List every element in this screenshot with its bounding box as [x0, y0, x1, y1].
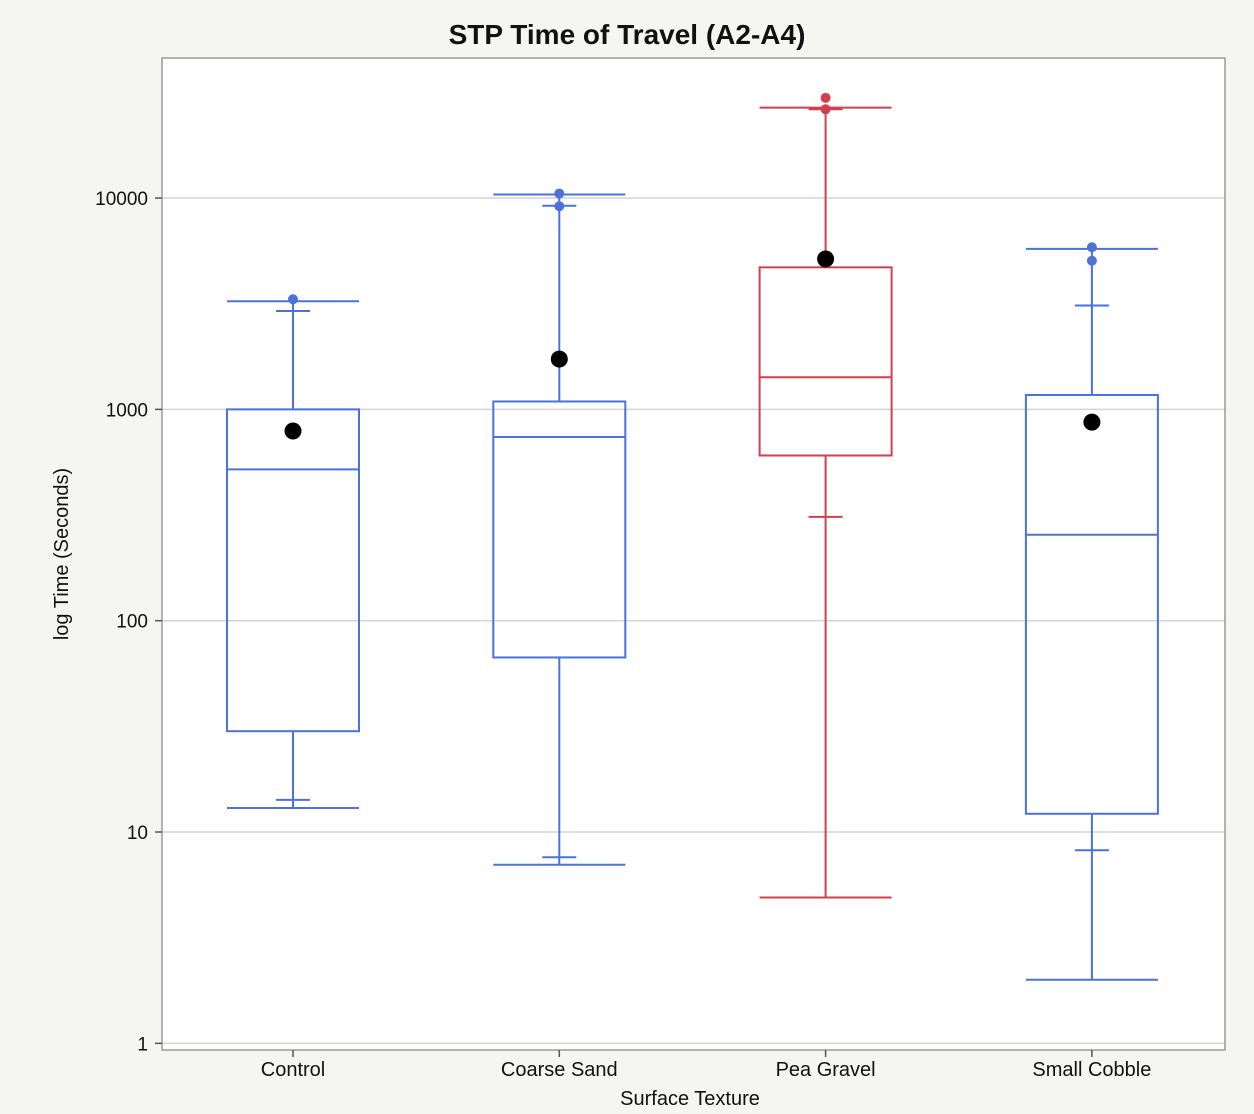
- outlier-point: [820, 92, 831, 103]
- mean-marker: [817, 250, 835, 268]
- y-tick-label: 1: [137, 1034, 148, 1055]
- x-tick-label: Small Cobble: [1032, 1059, 1151, 1081]
- y-tick-label: 1000: [106, 400, 148, 421]
- box-group: [226, 294, 360, 809]
- boxes: [226, 92, 1159, 981]
- y-tick-label: 100: [116, 612, 148, 633]
- box-group: [492, 188, 627, 866]
- outlier-point: [820, 104, 831, 115]
- plot-area: [162, 58, 1225, 1050]
- iqr-box: [226, 408, 360, 733]
- mean-marker: [284, 422, 302, 440]
- axes: 1 10 100 1000 10000 Control Coarse Sand Pea Gra…: [95, 189, 1151, 1081]
- outlier-point: [288, 294, 298, 305]
- iqr-box: [1024, 393, 1159, 815]
- outlier-point: [1086, 255, 1097, 266]
- plot-frame: [161, 57, 1226, 1051]
- x-tick-label: Control: [261, 1059, 325, 1081]
- x-tick-label: Pea Gravel: [776, 1059, 876, 1081]
- outlier-point: [554, 188, 565, 199]
- mean-marker: [1083, 413, 1101, 431]
- y-tick-label: 10: [127, 823, 148, 844]
- x-axis-label: Surface Texture: [620, 1088, 760, 1110]
- x-tick-label: Coarse Sand: [501, 1059, 618, 1081]
- outlier-point: [554, 201, 565, 212]
- iqr-box: [492, 400, 627, 659]
- box-group: [1024, 242, 1159, 981]
- box-group: [758, 92, 893, 899]
- mean-marker: [550, 350, 568, 368]
- y-tick-label: 10000: [95, 189, 148, 210]
- y-axis-label: log Time (Seconds): [51, 468, 73, 640]
- chart-title: STP Time of Travel (A2-A4): [449, 19, 806, 50]
- outlier-point: [1086, 242, 1097, 253]
